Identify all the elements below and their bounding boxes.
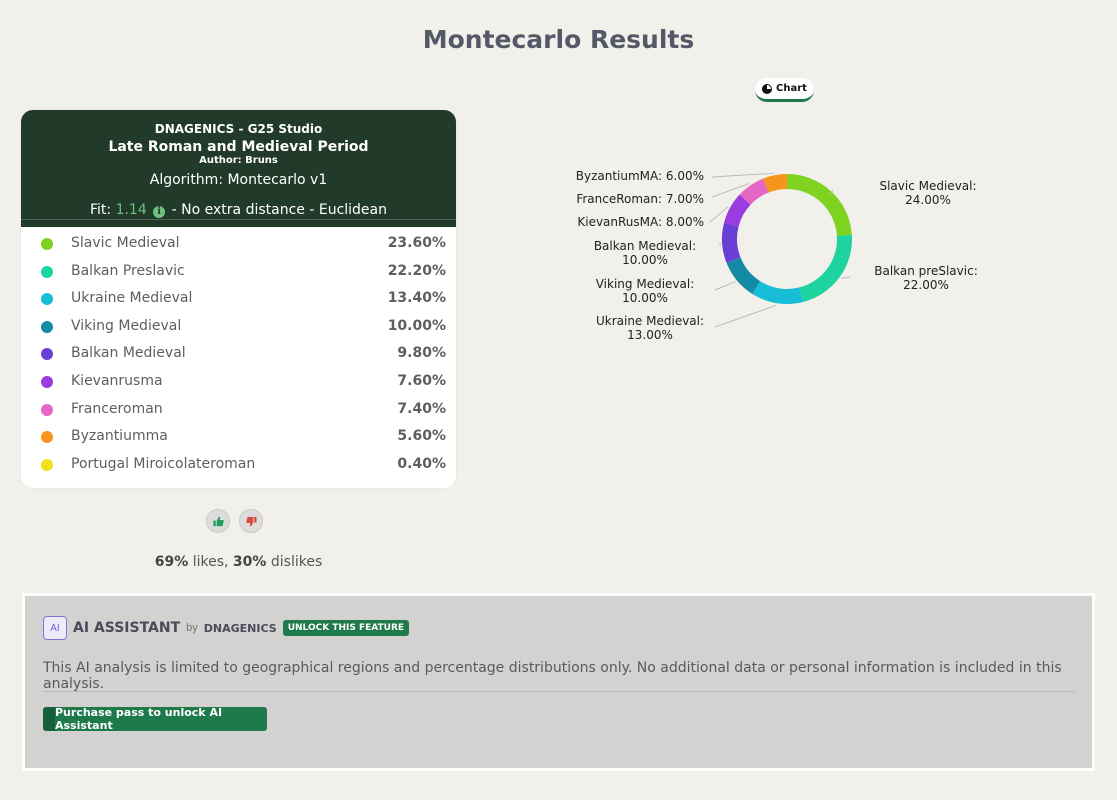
legend-dot — [41, 403, 53, 416]
thumbs-down-icon — [245, 516, 257, 526]
card-algorithm: Algorithm: Montecarlo v1 — [149, 172, 328, 188]
legend-dot — [41, 238, 53, 250]
fit-prefix: Fit: — [89, 202, 116, 218]
card-header: DNAGENICS - G25 Studio Late Roman and Me… — [21, 110, 456, 227]
slice-label: Ukraine Medieval: 13.00% — [596, 314, 704, 342]
fit-suffix: - No extra distance - Euclidean — [167, 202, 387, 218]
population-name: Portugal Miroicolateroman — [71, 455, 256, 472]
population-name: Balkan Preslavic — [71, 262, 185, 279]
legend-dot — [41, 293, 53, 306]
label-leader-line — [714, 281, 736, 291]
population-percent: 9.80% — [397, 345, 446, 362]
donut-chart: Slavic Medieval: 24.00% Balkan preSlavic: 2… — [576, 169, 978, 342]
population-name: Kievanrusma — [71, 372, 163, 389]
legend-dot — [41, 431, 53, 444]
label-leader-line — [714, 304, 777, 328]
donut-slice[interactable] — [722, 222, 741, 263]
donut-slice[interactable] — [799, 234, 852, 302]
population-percent: 10.00% — [387, 317, 446, 334]
chart-button-label: Chart — [776, 83, 807, 94]
dislikes-percent: 30% — [232, 554, 267, 570]
population-percent: 7.60% — [397, 372, 446, 389]
population-percent: 0.40% — [397, 455, 446, 472]
population-name: Byzantiumma — [71, 428, 168, 445]
population-name: Franceroman — [71, 400, 163, 417]
card-brand: DNAGENICS - G25 Studio — [154, 122, 323, 136]
population-name: Ukraine Medieval — [71, 290, 193, 307]
likes-percent: 69% — [154, 554, 189, 570]
label-leader-line — [711, 183, 750, 198]
population-name: Slavic Medieval — [71, 235, 180, 251]
slice-label: Balkan preSlavic: 22.00% — [874, 264, 977, 292]
donut-slice[interactable] — [726, 257, 761, 294]
slice-label: Viking Medieval: 10.00% — [596, 277, 695, 305]
donut-slice[interactable] — [787, 174, 852, 236]
info-icon[interactable]: i — [153, 206, 166, 218]
like-button[interactable] — [206, 509, 230, 533]
list-item: Kievanrusma 7.60% — [21, 368, 456, 396]
legend-dot — [41, 320, 53, 333]
ai-description: This AI analysis is limited to geographi… — [43, 660, 1062, 692]
likes-word: likes, — [188, 554, 233, 570]
fit-line: Fit: 1.14 i - No extra distance - Euclid… — [21, 202, 456, 220]
list-item: Viking Medieval 10.00% — [21, 313, 456, 341]
slice-label: Balkan Medieval: 10.00% — [594, 239, 696, 267]
card-title: Late Roman and Medieval Period — [108, 139, 369, 155]
ai-by: by — [186, 622, 198, 634]
ai-brand: DNAGENICS — [203, 621, 277, 635]
list-item: Franceroman 7.40% — [21, 396, 456, 424]
list-item: Byzantiumma 5.60% — [21, 423, 456, 451]
results-card: DNAGENICS - G25 Studio Late Roman and Me… — [21, 110, 456, 488]
population-name: Viking Medieval — [71, 317, 182, 334]
ai-header: AI AI ASSISTANT by DNAGENICS UNLOCK THIS… — [43, 616, 410, 640]
ai-chip-icon: AI — [43, 616, 67, 640]
list-item: Balkan Medieval 9.80% — [21, 340, 456, 368]
legend-dot — [41, 458, 53, 471]
population-percent: 13.40% — [387, 290, 446, 307]
purchase-button[interactable]: Purchase pass to unlock AI Assistant — [43, 706, 267, 732]
label-leader-line — [709, 206, 729, 223]
fit-value: 1.14 — [115, 202, 147, 218]
dislike-button[interactable] — [239, 509, 263, 533]
list-item: Ukraine Medieval 13.40% — [21, 285, 456, 313]
donut-slice[interactable] — [739, 178, 769, 205]
divider — [43, 691, 1075, 692]
population-name: Balkan Medieval — [71, 345, 186, 362]
unlock-feature-badge[interactable]: UNLOCK THIS FEATURE — [282, 620, 410, 636]
label-leader-line — [829, 189, 834, 195]
ai-title: AI ASSISTANT — [73, 620, 181, 636]
slice-label: ByzantiumMA: 6.00% — [576, 169, 704, 183]
slice-label: FranceRoman: 7.00% — [576, 192, 704, 206]
chart-button[interactable]: Chart — [755, 78, 814, 102]
list-item: Portugal Miroicolateroman 0.40% — [21, 451, 456, 479]
legend-dot — [41, 375, 53, 388]
list-item: Slavic Medieval 23.60% — [21, 230, 456, 258]
legend-dot — [41, 348, 53, 361]
donut-slice[interactable] — [724, 194, 751, 227]
population-percent: 7.40% — [397, 400, 446, 417]
card-author: Author: Bruns — [199, 155, 278, 166]
donut-slice[interactable] — [752, 281, 804, 304]
slice-label: KievanRusMA: 8.00% — [577, 215, 704, 229]
slice-label: Slavic Medieval: 24.00% — [879, 179, 976, 207]
label-leader-line — [841, 276, 851, 279]
pie-chart-icon — [762, 83, 773, 94]
vote-summary: 69% likes, 30% dislikes — [21, 554, 456, 570]
population-percent: 23.60% — [387, 235, 446, 251]
donut-slice[interactable] — [763, 174, 787, 193]
list-item: Balkan Preslavic 22.20% — [21, 258, 456, 286]
population-percent: 22.20% — [387, 262, 446, 279]
dislikes-word: dislikes — [266, 554, 323, 570]
thumbs-up-icon — [212, 516, 224, 526]
results-list: Slavic Medieval 23.60% Balkan Preslavic 22… — [21, 230, 456, 478]
page-title: Montecarlo Results — [422, 25, 695, 54]
label-leader-line — [711, 172, 775, 178]
ai-assistant-panel: AI AI ASSISTANT by DNAGENICS UNLOCK THIS… — [22, 593, 1095, 771]
population-percent: 5.60% — [397, 428, 446, 445]
legend-dot — [41, 265, 53, 278]
